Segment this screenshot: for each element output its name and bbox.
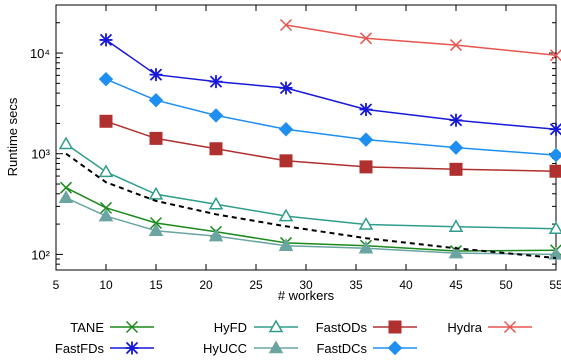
y-tick-label: 10² bbox=[31, 247, 50, 262]
x-tick-label: 15 bbox=[149, 278, 163, 292]
series-line bbox=[105, 78, 557, 156]
data-point bbox=[279, 154, 293, 168]
data-point bbox=[99, 33, 113, 47]
series-hyucc bbox=[58, 190, 561, 260]
x-tick-label: 40 bbox=[399, 278, 413, 292]
data-point bbox=[98, 164, 114, 178]
series-line bbox=[65, 152, 557, 259]
data-point bbox=[149, 131, 163, 145]
data-point bbox=[548, 147, 561, 163]
legend-label: HyFD bbox=[214, 320, 247, 335]
x-tick-label: 10 bbox=[99, 278, 113, 292]
x-tick-label: 50 bbox=[499, 278, 513, 292]
series-line bbox=[105, 120, 557, 172]
data-point bbox=[548, 221, 561, 234]
data-point bbox=[149, 216, 163, 230]
data-point bbox=[208, 228, 224, 242]
series-fastods bbox=[99, 114, 561, 178]
series-hyfd bbox=[58, 136, 561, 234]
data-point bbox=[279, 18, 293, 32]
data-point bbox=[209, 75, 223, 89]
legend-label: FastODs bbox=[316, 320, 368, 335]
legend-label: TANE bbox=[70, 320, 104, 335]
data-point bbox=[449, 113, 463, 127]
data-point bbox=[268, 319, 284, 333]
series-line bbox=[65, 197, 557, 256]
data-point bbox=[358, 217, 374, 230]
x-axis-label: # workers bbox=[278, 288, 335, 303]
data-point bbox=[209, 142, 223, 156]
data-point bbox=[125, 341, 139, 355]
legend-label: HyUCC bbox=[203, 341, 247, 356]
data-point bbox=[549, 122, 561, 136]
data-point bbox=[278, 122, 294, 137]
y-tick-labels: 10² 10³ 10⁴ bbox=[30, 46, 51, 262]
data-point bbox=[59, 181, 73, 194]
data-point bbox=[359, 160, 373, 174]
data-point bbox=[359, 32, 373, 45]
legend-label: FastFDs bbox=[55, 341, 105, 356]
data-point bbox=[268, 340, 284, 354]
data-point bbox=[549, 164, 561, 178]
data-point bbox=[503, 320, 517, 334]
data-point bbox=[148, 223, 164, 236]
data-point bbox=[387, 340, 403, 356]
x-tick-label: 55 bbox=[549, 278, 561, 292]
data-point bbox=[388, 320, 402, 334]
data-point bbox=[98, 71, 114, 87]
series-line bbox=[105, 39, 557, 131]
data-point bbox=[548, 246, 561, 260]
data-point bbox=[278, 238, 294, 251]
legend: TANE HyFD FastODs Hydra FastFDs HyUCC FastDCs bbox=[55, 319, 532, 356]
data-point bbox=[99, 114, 113, 128]
series-fastdcs bbox=[98, 71, 561, 163]
data-point bbox=[58, 136, 74, 150]
data-point bbox=[358, 132, 374, 147]
data-point bbox=[448, 219, 464, 233]
data-point bbox=[279, 81, 293, 95]
data-point bbox=[448, 140, 464, 155]
series-line bbox=[65, 143, 557, 230]
legend-label: Hydra bbox=[447, 320, 482, 335]
series-reference-dashed bbox=[65, 152, 557, 259]
series-fastfds bbox=[99, 33, 561, 136]
data-point bbox=[208, 196, 224, 210]
y-axis-label: Runtime secs bbox=[5, 97, 20, 176]
series-line bbox=[285, 24, 557, 57]
data-point bbox=[358, 240, 374, 254]
x-tick-label: 20 bbox=[199, 278, 213, 292]
data-point bbox=[148, 186, 164, 200]
x-tick-label: 35 bbox=[349, 278, 363, 292]
data-point bbox=[125, 320, 139, 334]
data-point bbox=[58, 190, 74, 204]
data-point bbox=[99, 201, 113, 214]
data-point bbox=[148, 93, 164, 108]
x-tick-label: 30 bbox=[299, 278, 313, 292]
data-point bbox=[149, 68, 163, 82]
data-point bbox=[448, 245, 464, 259]
data-point bbox=[208, 108, 224, 123]
x-tick-label: 25 bbox=[249, 278, 263, 292]
x-tick-label: 5 bbox=[53, 278, 60, 292]
data-point bbox=[278, 208, 294, 222]
y-tick-label: 10⁴ bbox=[30, 46, 50, 61]
data-point bbox=[359, 102, 373, 116]
data-point bbox=[98, 208, 114, 222]
y-tick-label: 10³ bbox=[31, 147, 50, 162]
data-point bbox=[449, 162, 463, 176]
series-layer bbox=[58, 18, 561, 260]
legend-label: FastDCs bbox=[316, 341, 367, 356]
series-line bbox=[65, 187, 557, 252]
data-point bbox=[549, 49, 561, 62]
x-tick-labels: 5 10 15 20 25 30 35 40 45 50 55 bbox=[53, 278, 561, 292]
x-tick-label: 45 bbox=[449, 278, 463, 292]
data-point bbox=[449, 39, 463, 52]
series-hydra bbox=[279, 18, 561, 62]
